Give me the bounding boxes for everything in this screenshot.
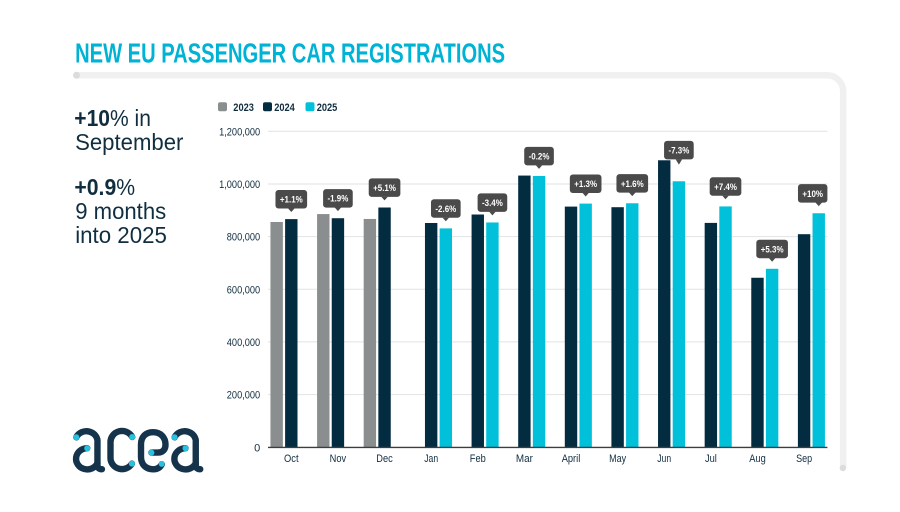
svg-text:April: April xyxy=(562,453,581,465)
svg-text:Mar: Mar xyxy=(516,453,533,465)
svg-text:-1.9%: -1.9% xyxy=(328,194,349,205)
svg-text:Jun: Jun xyxy=(657,453,671,465)
svg-text:-3.4%: -3.4% xyxy=(482,198,503,209)
svg-text:into 2025: into 2025 xyxy=(75,222,167,248)
svg-text:May: May xyxy=(609,453,626,465)
svg-text:+10%: +10% xyxy=(802,189,823,200)
svg-text:200,000: 200,000 xyxy=(227,390,260,402)
svg-text:Jan: Jan xyxy=(424,453,438,465)
svg-text:Jul: Jul xyxy=(705,453,717,465)
svg-text:+5.3%: +5.3% xyxy=(761,244,784,255)
svg-text:September: September xyxy=(75,129,183,155)
svg-text:2025: 2025 xyxy=(317,102,338,114)
svg-text:+1.1%: +1.1% xyxy=(280,195,303,206)
svg-text:800,000: 800,000 xyxy=(227,232,260,244)
svg-text:Aug: Aug xyxy=(749,453,766,465)
svg-text:+7.4%: +7.4% xyxy=(714,182,737,193)
svg-text:2024: 2024 xyxy=(274,102,295,114)
svg-text:1,200,000: 1,200,000 xyxy=(219,126,260,138)
svg-text:600,000: 600,000 xyxy=(227,284,260,296)
svg-text:400,000: 400,000 xyxy=(227,337,260,349)
svg-text:Sep: Sep xyxy=(796,453,812,465)
svg-text:2023: 2023 xyxy=(233,102,254,114)
svg-text:-2.6%: -2.6% xyxy=(435,204,456,215)
svg-text:9 months: 9 months xyxy=(75,198,166,224)
svg-text:-0.2%: -0.2% xyxy=(529,151,550,162)
svg-text:+0.9%: +0.9% xyxy=(74,174,135,200)
svg-text:0: 0 xyxy=(254,442,260,454)
svg-text:-7.3%: -7.3% xyxy=(668,146,689,157)
svg-text:NEW EU PASSENGER CAR REGISTRAT: NEW EU PASSENGER CAR REGISTRATIONS xyxy=(75,38,505,69)
svg-text:Dec: Dec xyxy=(376,453,393,465)
svg-text:+1.6%: +1.6% xyxy=(621,179,644,190)
svg-text:1,000,000: 1,000,000 xyxy=(219,179,260,191)
svg-text:+10% in: +10% in xyxy=(74,105,151,131)
svg-text:+1.3%: +1.3% xyxy=(574,179,597,190)
svg-text:+5.1%: +5.1% xyxy=(373,183,396,194)
svg-text:Feb: Feb xyxy=(470,453,486,465)
svg-text:Nov: Nov xyxy=(330,453,347,465)
svg-text:Oct: Oct xyxy=(284,453,299,465)
